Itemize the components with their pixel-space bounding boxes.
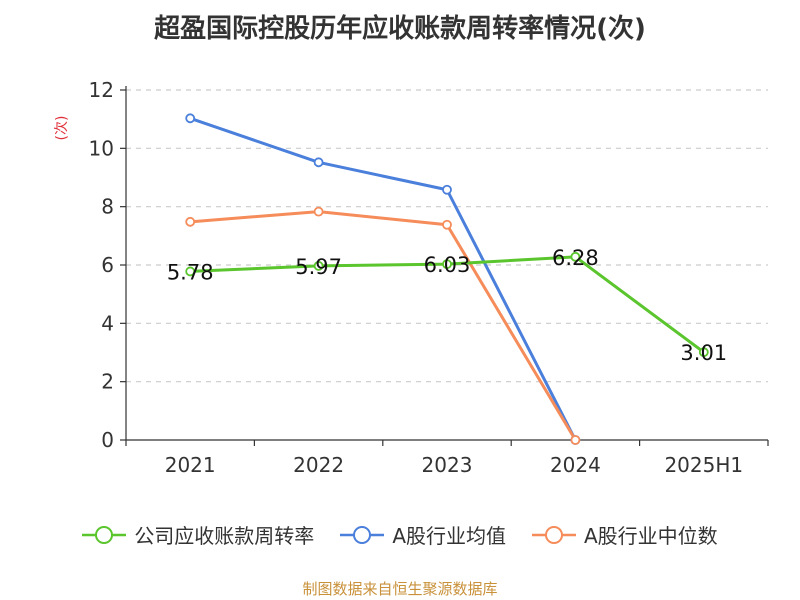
data-point (442, 259, 452, 270)
y-tick-label: 8 (101, 195, 114, 219)
legend: 公司应收账款周转率 A股行业均值 A股行业中位数 (0, 520, 800, 549)
data-label: 3.01 (680, 341, 727, 365)
y-tick-label: 0 (101, 428, 114, 452)
chart-title: 超盈国际控股历年应收账款周转率情况(次) (154, 14, 646, 44)
legend-item-industry-mean[interactable]: A股行业均值 (340, 520, 506, 549)
x-tick-label: 2023 (422, 453, 473, 477)
data-label: 6.28 (552, 246, 599, 270)
data-point (185, 216, 196, 227)
y-tick-label: 12 (89, 78, 114, 102)
data-label: 5.97 (295, 255, 342, 279)
data-point (313, 260, 324, 271)
series-line-1 (189, 116, 577, 441)
data-point (570, 251, 581, 262)
data-label: 6.03 (424, 253, 471, 277)
series-line-2 (190, 210, 577, 441)
data-point (313, 157, 324, 168)
y-tick-label: 6 (101, 253, 114, 277)
data-point (698, 347, 709, 358)
data-point (442, 219, 452, 230)
data-point (442, 184, 452, 195)
legend-marker-industry-mean (340, 525, 385, 544)
legend-item-company[interactable]: 公司应收账款周转率 (82, 520, 314, 549)
x-tick-label: 2022 (293, 453, 344, 477)
y-tick-label: 2 (101, 370, 114, 394)
legend-label-company: 公司应收账款周转率 (134, 524, 315, 548)
legend-label-industry-mean: A股行业均值 (392, 524, 506, 548)
data-label: 5.78 (167, 260, 214, 284)
legend-marker-industry-median (532, 525, 576, 544)
legend-label-industry-median: A股行业中位数 (584, 524, 718, 548)
data-point (313, 206, 324, 217)
data-point (570, 435, 581, 445)
legend-marker-company (82, 525, 127, 544)
y-tick-label: 10 (89, 136, 114, 160)
x-tick-label: 2025H1 (664, 453, 743, 477)
x-tick-label: 2024 (550, 453, 601, 477)
x-tick-label: 2021 (165, 453, 216, 477)
data-point (185, 113, 196, 124)
y-tick-label: 4 (101, 311, 114, 335)
data-point (185, 266, 196, 277)
legend-item-industry-median[interactable]: A股行业中位数 (532, 520, 718, 549)
data-source-note: 制图数据来自恒生聚源数据库 (302, 580, 498, 598)
